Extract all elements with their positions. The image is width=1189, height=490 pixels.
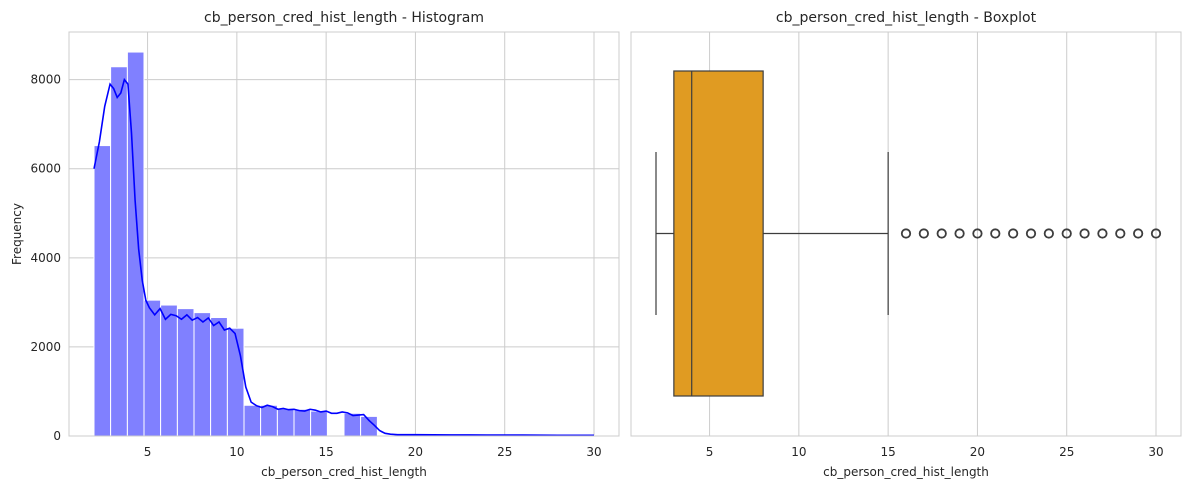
- interquartile-box: [673, 70, 764, 397]
- boxplot-x-tick-label: 30: [1148, 445, 1163, 459]
- outlier-point: [972, 228, 983, 239]
- boxplot-title: cb_person_cred_hist_length - Boxplot: [776, 10, 1037, 26]
- histogram-y-tick-label: 8000: [30, 73, 61, 87]
- outlier-point: [936, 228, 947, 239]
- histogram-x-tick-label: 25: [497, 445, 512, 459]
- outlier-point: [1061, 228, 1072, 239]
- histogram-x-tick-label: 10: [229, 445, 244, 459]
- histogram-bar: [110, 66, 128, 437]
- histogram-y-tick-label: 0: [53, 429, 61, 443]
- outlier-point: [1097, 228, 1108, 239]
- histogram-y-ticks: 0 2000 4000 6000 8000: [30, 73, 61, 443]
- outlier-point: [900, 228, 912, 239]
- histogram-bar: [276, 407, 295, 437]
- histogram-y-tick-label: 2000: [30, 340, 61, 354]
- histogram-bar: [226, 327, 245, 437]
- outlier-point: [1079, 228, 1090, 239]
- boxplot-x-tick-label: 25: [1059, 445, 1074, 459]
- boxplot-panel: cb_person_cred_hist_length - Boxplot 5 10…: [630, 10, 1182, 479]
- histogram-y-axis-label: Frequency: [10, 203, 24, 265]
- boxplot-elements: [655, 70, 889, 397]
- outlier-point: [1115, 228, 1126, 239]
- histogram-x-tick-label: 30: [586, 445, 601, 459]
- histogram-bar: [160, 304, 178, 437]
- histogram-bar: [93, 145, 112, 437]
- boxplot-x-axis-label: cb_person_cred_hist_length: [823, 465, 989, 479]
- histogram-title: cb_person_cred_hist_length - Histogram: [204, 10, 484, 26]
- histogram-bar: [310, 410, 328, 437]
- histogram-x-axis-label: cb_person_cred_hist_length: [261, 465, 427, 479]
- outlier-point: [1043, 228, 1054, 239]
- histogram-x-tick-label: 15: [319, 445, 334, 459]
- histogram-bar: [260, 404, 278, 437]
- histogram-x-ticks: 5 10 15 20 25 30: [144, 445, 602, 459]
- boxplot-x-ticks: 5 10 15 20 25 30: [706, 445, 1164, 459]
- histogram-bar: [243, 404, 262, 437]
- histogram-bars: [93, 51, 595, 437]
- histogram-plot-frame: [68, 31, 620, 437]
- histogram-bar: [193, 312, 212, 437]
- histogram-x-tick-label: 20: [408, 445, 423, 459]
- histogram-y-tick-label: 4000: [30, 251, 61, 265]
- outlier-point: [1008, 228, 1019, 239]
- boxplot-x-tick-label: 10: [791, 445, 806, 459]
- boxplot-plot-frame: [630, 31, 1182, 437]
- outlier-point: [918, 228, 929, 239]
- histogram-bar: [210, 317, 228, 437]
- histogram-bar: [176, 308, 195, 437]
- outlier-point: [1133, 228, 1144, 239]
- histogram-panel: cb_person_cred_hist_length - Histogram 5…: [10, 10, 620, 479]
- boxplot-x-tick-label: 5: [706, 445, 714, 459]
- boxplot-x-tick-label: 15: [881, 445, 896, 459]
- boxplot-outliers: [900, 228, 1162, 239]
- outlier-point: [990, 228, 1001, 239]
- histogram-bar: [143, 299, 162, 437]
- histogram-bar: [293, 408, 312, 437]
- histogram-bar: [343, 412, 362, 437]
- histogram-x-tick-label: 5: [144, 445, 152, 459]
- histogram-y-tick-label: 6000: [30, 162, 61, 176]
- boxplot-x-tick-label: 20: [970, 445, 985, 459]
- outlier-point: [954, 228, 965, 239]
- outlier-point: [1150, 228, 1162, 239]
- outlier-point: [1025, 228, 1037, 239]
- kde-curve: [93, 77, 594, 437]
